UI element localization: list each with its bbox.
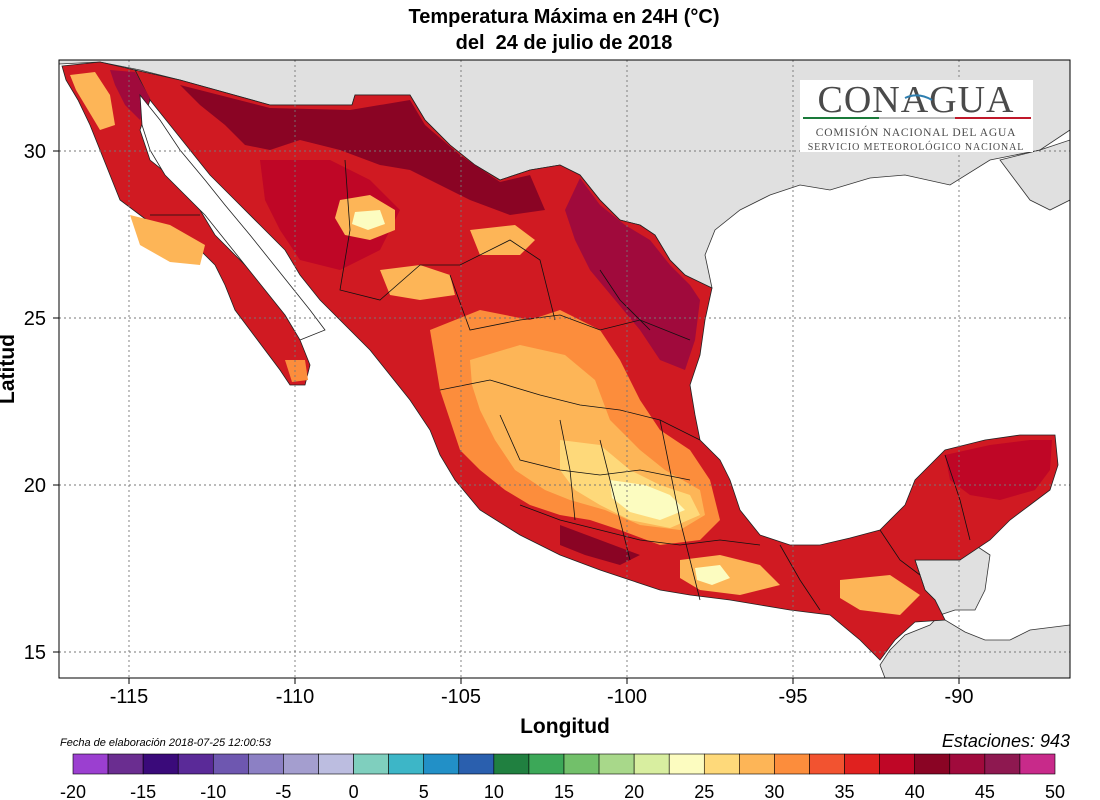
temp-zone-25 bbox=[695, 565, 730, 585]
colorbar-swatch bbox=[493, 753, 530, 775]
colorbar-label: 20 bbox=[624, 782, 644, 800]
x-tick-label: -110 bbox=[276, 686, 315, 708]
colorbar-swatch bbox=[1019, 753, 1056, 775]
colorbar-swatch bbox=[72, 753, 109, 775]
colorbar-label: -15 bbox=[130, 782, 156, 800]
axis-ticks bbox=[53, 150, 960, 684]
colorbar-label: 0 bbox=[349, 782, 359, 800]
colorbar-swatch bbox=[949, 753, 986, 775]
map-frame bbox=[58, 59, 1071, 679]
conagua-logo: CONAGUA COMISIÓN NACIONAL DEL AGUA SERVI… bbox=[800, 79, 1033, 153]
colorbar-label: 50 bbox=[1045, 782, 1065, 800]
x-tick-label: -115 bbox=[110, 686, 149, 708]
temp-zone-30 bbox=[380, 265, 455, 300]
x-tick-label: -95 bbox=[779, 686, 808, 708]
logo-stripe-white bbox=[879, 117, 955, 119]
temp-zone-25 bbox=[352, 210, 385, 230]
logo-stripe-green bbox=[803, 117, 879, 119]
x-tick-label: -100 bbox=[607, 686, 647, 708]
map-date-subtitle: del 24 de julio de 2018 bbox=[455, 32, 673, 54]
colorbar-swatch bbox=[142, 753, 179, 775]
colorbar-swatch bbox=[212, 753, 249, 775]
temp-zone-30 bbox=[840, 575, 920, 615]
colorbar-label: 10 bbox=[484, 782, 504, 800]
colorbar-swatch bbox=[984, 753, 1021, 775]
colorbar-swatch bbox=[177, 753, 214, 775]
gridlines bbox=[59, 60, 1070, 678]
colorbar-label: 5 bbox=[419, 782, 429, 800]
colorbar-label: 25 bbox=[694, 782, 714, 800]
y-tick-label: 15 bbox=[24, 642, 46, 664]
colorbar-swatch bbox=[598, 753, 635, 775]
temp-zone-45 bbox=[110, 70, 150, 120]
temp-zone-42 bbox=[260, 160, 400, 270]
colorbar-swatch bbox=[809, 753, 845, 775]
colorbar-swatch bbox=[879, 753, 916, 775]
temp-zone-45 bbox=[180, 85, 545, 215]
temp-zone-25 bbox=[610, 480, 685, 520]
temp-zone-42 bbox=[560, 525, 640, 565]
x-tick-label: -90 bbox=[945, 686, 974, 708]
colorbar-swatch bbox=[388, 753, 425, 775]
logo-wordmark: CONAGUA bbox=[818, 79, 1015, 121]
y-tick-label: 25 bbox=[24, 308, 46, 330]
colorbar-swatch bbox=[248, 753, 284, 775]
colorbar-label: 45 bbox=[975, 782, 995, 800]
colorbar-swatch bbox=[914, 753, 951, 775]
colorbar-swatch bbox=[423, 753, 460, 775]
station-count: Estaciones: 943 bbox=[941, 731, 1070, 751]
temp-zone-45 bbox=[565, 178, 700, 370]
logo-stripe-red bbox=[955, 117, 1031, 119]
temp-zone-30 bbox=[130, 215, 205, 265]
colorbar-swatch bbox=[283, 753, 319, 775]
state-borders bbox=[150, 159, 971, 611]
colorbar-swatch bbox=[774, 753, 810, 775]
colorbar: -20 -15 -10 -5 0 5 10 15 20 25 30 35 40 45 50 bbox=[60, 753, 1065, 800]
colorbar-label: -10 bbox=[200, 782, 226, 800]
x-axis-title: Longitud bbox=[520, 715, 610, 738]
x-tick-label: -105 bbox=[441, 686, 481, 708]
colorbar-swatch bbox=[844, 753, 880, 775]
colorbar-swatch bbox=[318, 753, 354, 775]
colorbar-swatch bbox=[563, 753, 600, 775]
colorbar-swatch bbox=[668, 753, 705, 775]
generation-date: Fecha de elaboración 2018-07-25 12:00:53 bbox=[60, 737, 271, 749]
y-tick-label: 20 bbox=[24, 475, 46, 497]
temp-zone-30 bbox=[70, 72, 115, 130]
temp-zone-30 bbox=[470, 225, 535, 255]
colorbar-label: -20 bbox=[60, 782, 86, 800]
colorbar-label: 35 bbox=[835, 782, 855, 800]
colorbar-swatch bbox=[458, 753, 495, 775]
temp-zone-32 bbox=[285, 360, 308, 382]
logo-line2: SERVICIO METEOROLÓGICO NACIONAL bbox=[808, 141, 1025, 153]
colorbar-swatch bbox=[107, 753, 144, 775]
colorbar-label: 30 bbox=[764, 782, 784, 800]
logo-wave-icon bbox=[904, 94, 933, 101]
colorbar-label: 40 bbox=[905, 782, 925, 800]
colorbar-swatch bbox=[528, 753, 565, 775]
y-axis-title: Latitud bbox=[0, 334, 19, 404]
temp-zone-30 bbox=[680, 555, 780, 595]
colorbar-swatch bbox=[739, 753, 775, 775]
map-title: Temperatura Máxima en 24H (°C) bbox=[408, 6, 720, 28]
colorbar-swatch bbox=[703, 753, 740, 775]
logo-line1: COMISIÓN NACIONAL DEL AGUA bbox=[816, 125, 1016, 139]
y-tick-label: 30 bbox=[24, 141, 46, 163]
colorbar-swatch bbox=[353, 753, 389, 775]
gulf-of-california bbox=[139, 93, 326, 341]
colorbar-label: 15 bbox=[554, 782, 574, 800]
colorbar-label: -5 bbox=[275, 782, 291, 800]
florida-landmass bbox=[999, 139, 1070, 211]
colorbar-swatch bbox=[633, 753, 670, 775]
